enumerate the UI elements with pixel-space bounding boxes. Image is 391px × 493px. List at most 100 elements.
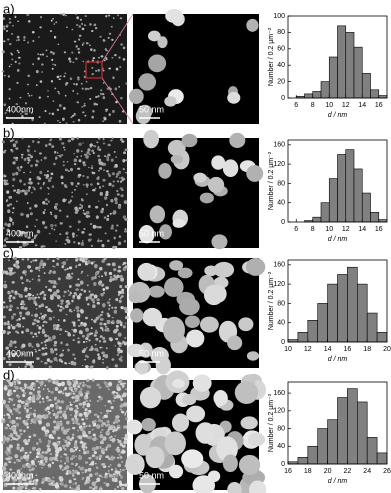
particle: [66, 467, 69, 470]
particle: [86, 176, 89, 179]
particle: [145, 446, 165, 469]
particle: [4, 222, 8, 227]
particle: [97, 238, 100, 240]
particle: [52, 292, 57, 297]
bar: [376, 452, 388, 465]
particle: [101, 275, 104, 278]
particle: [118, 119, 122, 123]
particle: [3, 386, 8, 391]
particle: [107, 239, 110, 242]
particle: [47, 439, 51, 444]
panel-label: c): [3, 245, 14, 260]
particle: [42, 328, 45, 332]
particle: [77, 278, 80, 281]
particle: [118, 357, 122, 361]
particle: [2, 466, 7, 472]
particle: [71, 28, 74, 31]
particle: [94, 187, 97, 190]
particle: [17, 20, 20, 23]
particle: [122, 159, 126, 163]
particle: [27, 74, 31, 78]
particle: [31, 140, 35, 143]
particle: [82, 340, 86, 344]
particle: [110, 226, 114, 230]
particle: [75, 45, 78, 48]
particle: [103, 414, 108, 419]
particle: [111, 224, 114, 228]
particle: [45, 306, 48, 309]
particle: [27, 258, 30, 261]
particle: [114, 54, 117, 57]
particle: [19, 232, 22, 234]
particle: [110, 405, 114, 410]
x-axis-label: d / nm: [328, 356, 348, 363]
particle: [67, 201, 71, 204]
particle: [105, 203, 109, 207]
particle: [26, 405, 29, 408]
particle: [18, 62, 21, 65]
particle: [34, 465, 37, 467]
particle: [112, 475, 116, 479]
particle: [35, 379, 39, 383]
particle: [124, 483, 129, 487]
particle: [112, 76, 115, 80]
particle: [46, 447, 51, 453]
particle: [25, 225, 29, 229]
particle: [33, 318, 37, 322]
x-tick-label: 20: [383, 346, 391, 353]
particle: [114, 473, 117, 476]
particle: [28, 391, 33, 395]
particle: [64, 185, 68, 189]
particle: [96, 383, 100, 387]
particle: [64, 242, 67, 246]
particle: [2, 25, 6, 28]
particle: [58, 440, 61, 443]
particle: [81, 240, 84, 242]
bar: [356, 283, 368, 343]
y-tick-label: 80: [277, 425, 285, 432]
particle: [97, 95, 100, 98]
particle: [4, 477, 8, 482]
particle: [124, 322, 127, 325]
particle: [24, 487, 28, 490]
particle: [28, 435, 32, 439]
particle: [117, 14, 119, 17]
particle: [116, 387, 121, 392]
particle: [69, 486, 72, 489]
particle: [16, 445, 20, 451]
particle: [16, 395, 21, 399]
particle: [45, 321, 48, 324]
particle: [95, 70, 98, 72]
particle: [149, 205, 166, 224]
bar: [312, 216, 322, 223]
particle: [12, 427, 15, 431]
particle: [86, 450, 90, 454]
particle: [31, 346, 34, 348]
particle: [99, 346, 102, 349]
particle: [80, 155, 82, 157]
particle: [30, 94, 33, 97]
particle: [114, 428, 118, 432]
particle: [65, 428, 68, 432]
particle: [95, 446, 99, 450]
particle: [22, 353, 24, 356]
particle: [5, 305, 9, 309]
particle: [124, 265, 128, 269]
particle: [37, 391, 40, 394]
particle: [71, 436, 75, 440]
particle: [21, 258, 25, 261]
particle: [31, 446, 36, 451]
particle: [38, 489, 41, 491]
particle: [28, 186, 31, 190]
particle: [66, 459, 70, 463]
particle: [12, 257, 15, 260]
particle: [94, 462, 97, 465]
particle: [65, 199, 67, 201]
particle: [102, 92, 105, 96]
particle: [4, 182, 7, 184]
bar: [361, 73, 371, 99]
particle: [57, 154, 60, 157]
particle: [26, 157, 30, 160]
particle: [76, 471, 80, 475]
sem-image: [1, 256, 129, 370]
